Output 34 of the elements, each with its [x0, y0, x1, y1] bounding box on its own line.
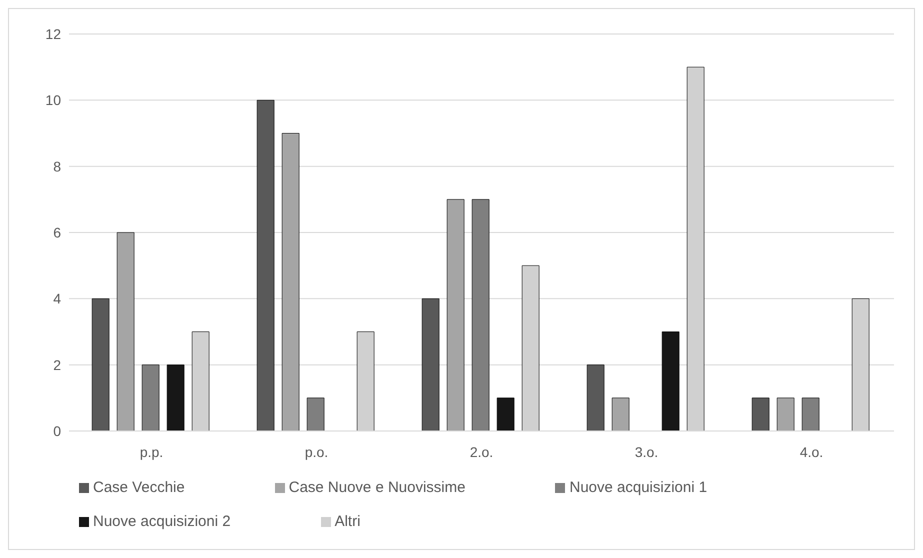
y-tick-label: 6 — [53, 224, 62, 240]
y-tick-label: 2 — [53, 356, 62, 373]
y-tick-label: 0 — [53, 422, 62, 439]
x-tick-label: 2.o. — [470, 444, 494, 460]
x-tick-label: p.o. — [304, 444, 328, 460]
y-tick-label: 12 — [45, 26, 62, 42]
bar — [116, 232, 134, 431]
bar — [306, 398, 324, 431]
bar — [496, 398, 514, 431]
bar — [752, 398, 770, 431]
legend-label: Case Vecchie — [93, 479, 185, 496]
legend-label: Nuove acquisizioni 2 — [93, 513, 231, 530]
bar — [612, 398, 630, 431]
bar — [472, 199, 490, 431]
x-tick-label: p.p. — [140, 444, 164, 460]
bar — [166, 364, 184, 431]
bar — [282, 133, 300, 431]
bar — [662, 332, 680, 431]
y-tick-label: 10 — [45, 92, 62, 108]
bar — [92, 298, 110, 431]
bar — [142, 364, 160, 431]
legend-label: Nuove acquisizioni 1 — [569, 479, 708, 496]
bar — [446, 199, 464, 431]
legend-label: Case Nuove e Nuovissime — [288, 479, 466, 496]
bar — [586, 364, 604, 431]
bar — [776, 398, 794, 431]
bar — [802, 398, 820, 431]
x-tick-label: 3.o. — [634, 444, 658, 460]
x-tick-label: 4.o. — [800, 444, 824, 460]
y-tick-label: 4 — [53, 290, 62, 307]
y-tick-label: 8 — [53, 158, 62, 174]
legend-label: Altri — [334, 513, 360, 530]
bar — [256, 100, 274, 431]
bar — [422, 298, 440, 431]
